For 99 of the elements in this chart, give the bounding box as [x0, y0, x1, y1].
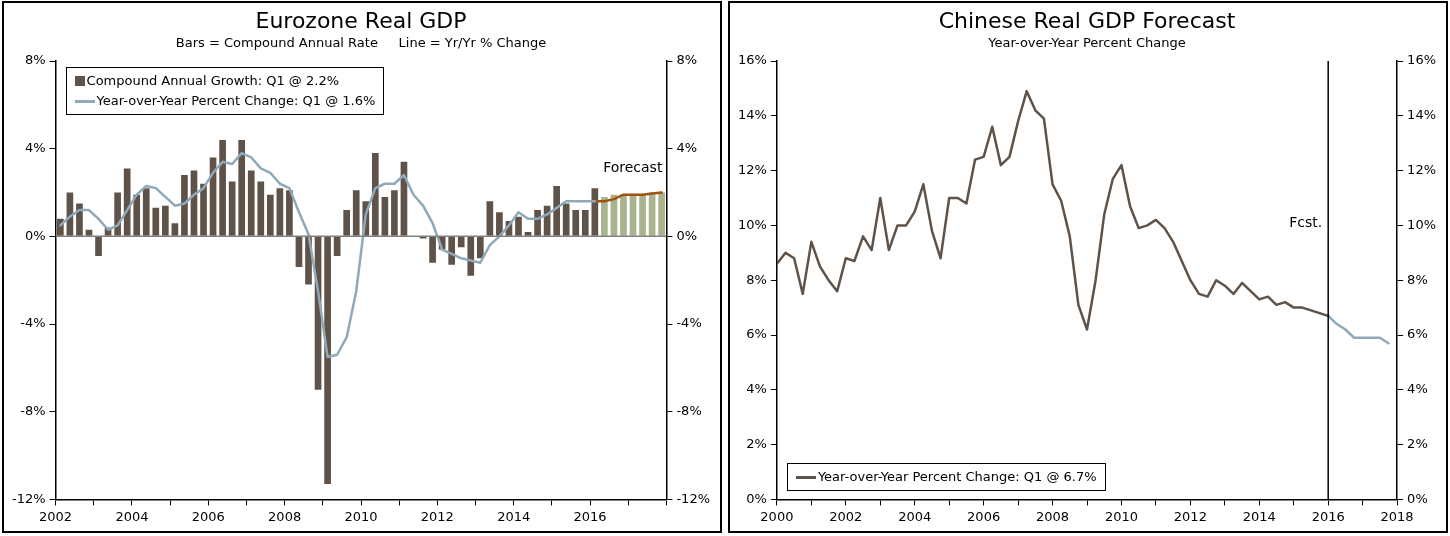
bar — [562, 203, 570, 236]
bar — [171, 223, 179, 236]
bar — [238, 139, 246, 236]
annotation: Forecast — [603, 159, 663, 176]
y2-tick-label: 8% — [1407, 271, 1428, 287]
chart-title: Eurozone Real GDP — [255, 7, 467, 33]
y2-tick-label: 14% — [1407, 107, 1437, 123]
x-tick-label: 2016 — [1311, 508, 1345, 524]
bar — [496, 212, 503, 236]
y2-tick-label: 10% — [1407, 216, 1437, 232]
x-tick-label: 2002 — [39, 508, 73, 524]
bar — [114, 192, 121, 236]
bar — [343, 210, 351, 236]
bar — [534, 210, 541, 236]
y2-tick-label: 0% — [676, 227, 698, 243]
y-tick-label: -12% — [11, 490, 46, 506]
bar — [658, 192, 665, 236]
bar — [162, 205, 169, 236]
bar — [181, 174, 188, 236]
ref-line-label: Fcst. — [1289, 213, 1323, 230]
x-tick-label: 2012 — [1173, 508, 1207, 524]
y2-tick-label: 6% — [1407, 326, 1428, 342]
bar — [620, 194, 627, 236]
x-tick-label: 2004 — [898, 508, 932, 524]
bar — [429, 236, 436, 263]
x-tick-label: 2004 — [115, 508, 149, 524]
y2-tick-label: -4% — [676, 315, 702, 331]
y2-tick-label: 16% — [1407, 52, 1437, 68]
bar — [467, 236, 475, 276]
y-tick-label: 16% — [737, 52, 767, 68]
y2-tick-label: -12% — [676, 490, 711, 506]
y-tick-label: 4% — [24, 140, 46, 156]
x-tick-label: 2008 — [268, 508, 302, 524]
y2-tick-label: 4% — [1407, 381, 1428, 397]
bar — [639, 194, 646, 236]
bar — [486, 201, 494, 236]
bar — [457, 236, 465, 248]
x-tick-label: 2010 — [1104, 508, 1138, 524]
x-tick-label: 2016 — [573, 508, 607, 524]
x-tick-label: 2018 — [1380, 508, 1414, 524]
bar — [515, 216, 522, 236]
x-tick-label: 2010 — [344, 508, 378, 524]
bar — [553, 185, 560, 236]
bar — [391, 190, 398, 236]
x-tick-label: 2014 — [1242, 508, 1276, 524]
y-tick-label: 2% — [746, 435, 767, 451]
x-tick-label: 2006 — [967, 508, 1001, 524]
y-tick-label: 8% — [24, 52, 46, 68]
y-tick-label: -8% — [20, 403, 46, 419]
bar — [581, 210, 589, 236]
chart-subtitle: Year-over-Year Percent Change — [987, 34, 1186, 50]
bar — [352, 190, 360, 236]
bar — [257, 181, 265, 236]
y-tick-label: 4% — [746, 381, 767, 397]
x-tick-label: 2006 — [191, 508, 225, 524]
legend-label: Compound Annual Growth: Q1 @ 2.2% — [86, 72, 340, 90]
bar — [123, 168, 131, 236]
y-tick-label: 10% — [737, 216, 767, 232]
y-tick-label: 14% — [737, 107, 767, 123]
y-tick-label: 6% — [746, 326, 767, 342]
bar — [152, 207, 160, 236]
chart-subtitle: Bars = Compound Annual Rate Line = Yr/Yr % Change — [175, 34, 547, 50]
bar — [591, 188, 599, 236]
bar — [324, 236, 331, 485]
y2-tick-label: 0% — [1407, 490, 1428, 506]
x-tick-label: 2002 — [829, 508, 863, 524]
bar — [276, 188, 284, 236]
x-tick-label: 2000 — [760, 508, 794, 524]
bar — [142, 188, 150, 236]
bar — [133, 194, 141, 236]
y-tick-label: 0% — [24, 227, 46, 243]
bar — [572, 210, 580, 236]
bar — [247, 170, 255, 236]
bar — [200, 183, 207, 236]
y-tick-label: 0% — [746, 490, 767, 506]
bar — [371, 153, 379, 236]
y2-tick-label: -8% — [676, 403, 702, 419]
y2-tick-label: 8% — [676, 52, 698, 68]
y2-tick-label: 12% — [1407, 161, 1437, 177]
x-tick-label: 2008 — [1036, 508, 1070, 524]
bar — [524, 231, 532, 236]
bar — [381, 196, 389, 236]
bar — [219, 139, 226, 236]
x-tick-label: 2014 — [497, 508, 531, 524]
bar — [95, 236, 102, 257]
bar — [476, 236, 484, 259]
bar — [601, 196, 608, 236]
legend-label: Year-over-Year Percent Change: Q1 @ 1.6% — [96, 92, 376, 110]
y-tick-label: 12% — [737, 161, 767, 177]
legend-label: Year-over-Year Percent Change: Q1 @ 6.7% — [817, 468, 1097, 487]
bar — [286, 190, 293, 236]
bar — [266, 194, 274, 236]
y-tick-label: -4% — [20, 315, 46, 331]
y2-tick-label: 2% — [1407, 435, 1428, 451]
y-tick-label: 8% — [746, 271, 767, 287]
bar — [76, 203, 83, 236]
y2-tick-label: 4% — [676, 140, 698, 156]
x-tick-label: 2012 — [420, 508, 454, 524]
chart-title: Chinese Real GDP Forecast — [938, 7, 1236, 33]
